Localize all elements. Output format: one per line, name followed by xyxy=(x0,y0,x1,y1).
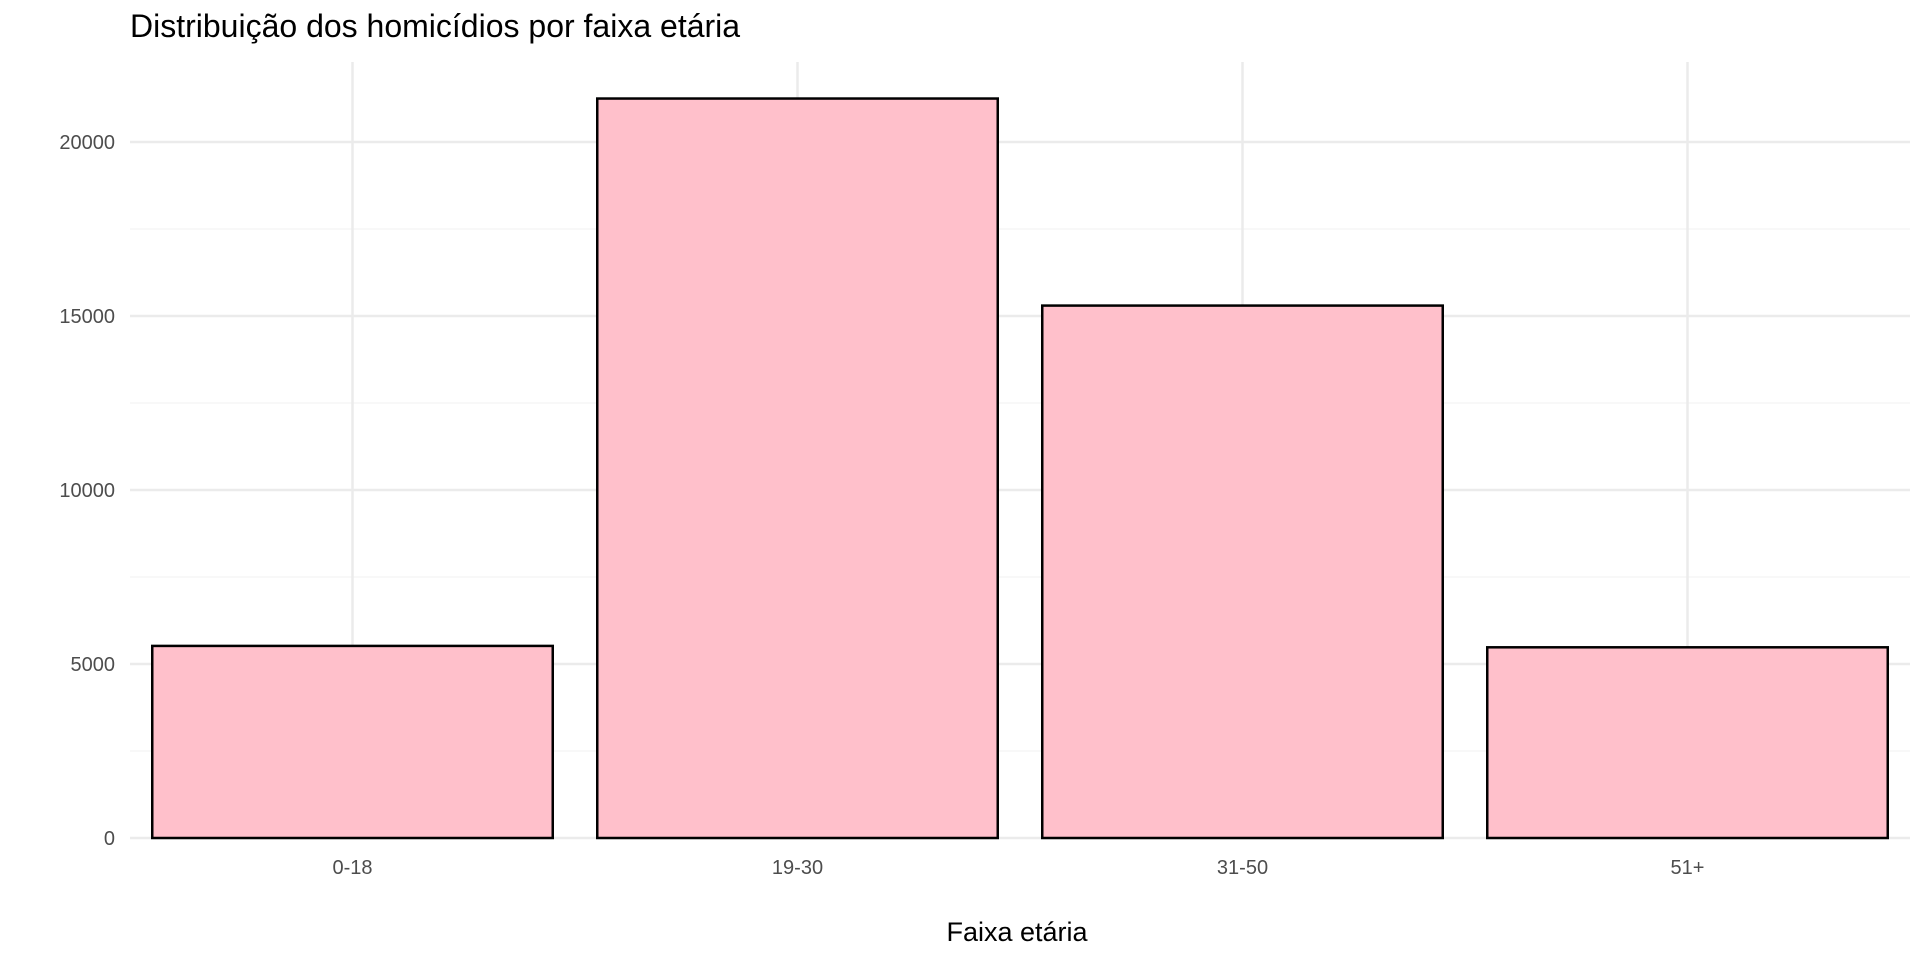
y-tick-label: 5000 xyxy=(71,654,116,676)
x-axis-title: Faixa etária xyxy=(946,917,1088,947)
y-tick-label: 15000 xyxy=(59,306,115,328)
bar-0-18 xyxy=(151,644,554,840)
x-axis-ticks: 0-18 19-30 31-50 51+ xyxy=(332,857,1704,879)
bars xyxy=(151,97,1889,840)
y-tick-label: 0 xyxy=(104,828,115,850)
bar-31-50 xyxy=(1041,304,1444,840)
x-tick-label: 0-18 xyxy=(332,857,372,879)
y-axis-ticks: 0 5000 10000 15000 20000 xyxy=(59,132,115,850)
chart-title: Distribuição dos homicídios por faixa et… xyxy=(130,8,741,44)
y-tick-label: 10000 xyxy=(59,480,115,502)
bar-51+ xyxy=(1486,646,1889,840)
x-tick-label: 51+ xyxy=(1671,857,1705,879)
bar-19-30 xyxy=(596,97,999,840)
x-tick-label: 19-30 xyxy=(772,857,823,879)
y-tick-label: 20000 xyxy=(59,132,115,154)
x-tick-label: 31-50 xyxy=(1217,857,1268,879)
